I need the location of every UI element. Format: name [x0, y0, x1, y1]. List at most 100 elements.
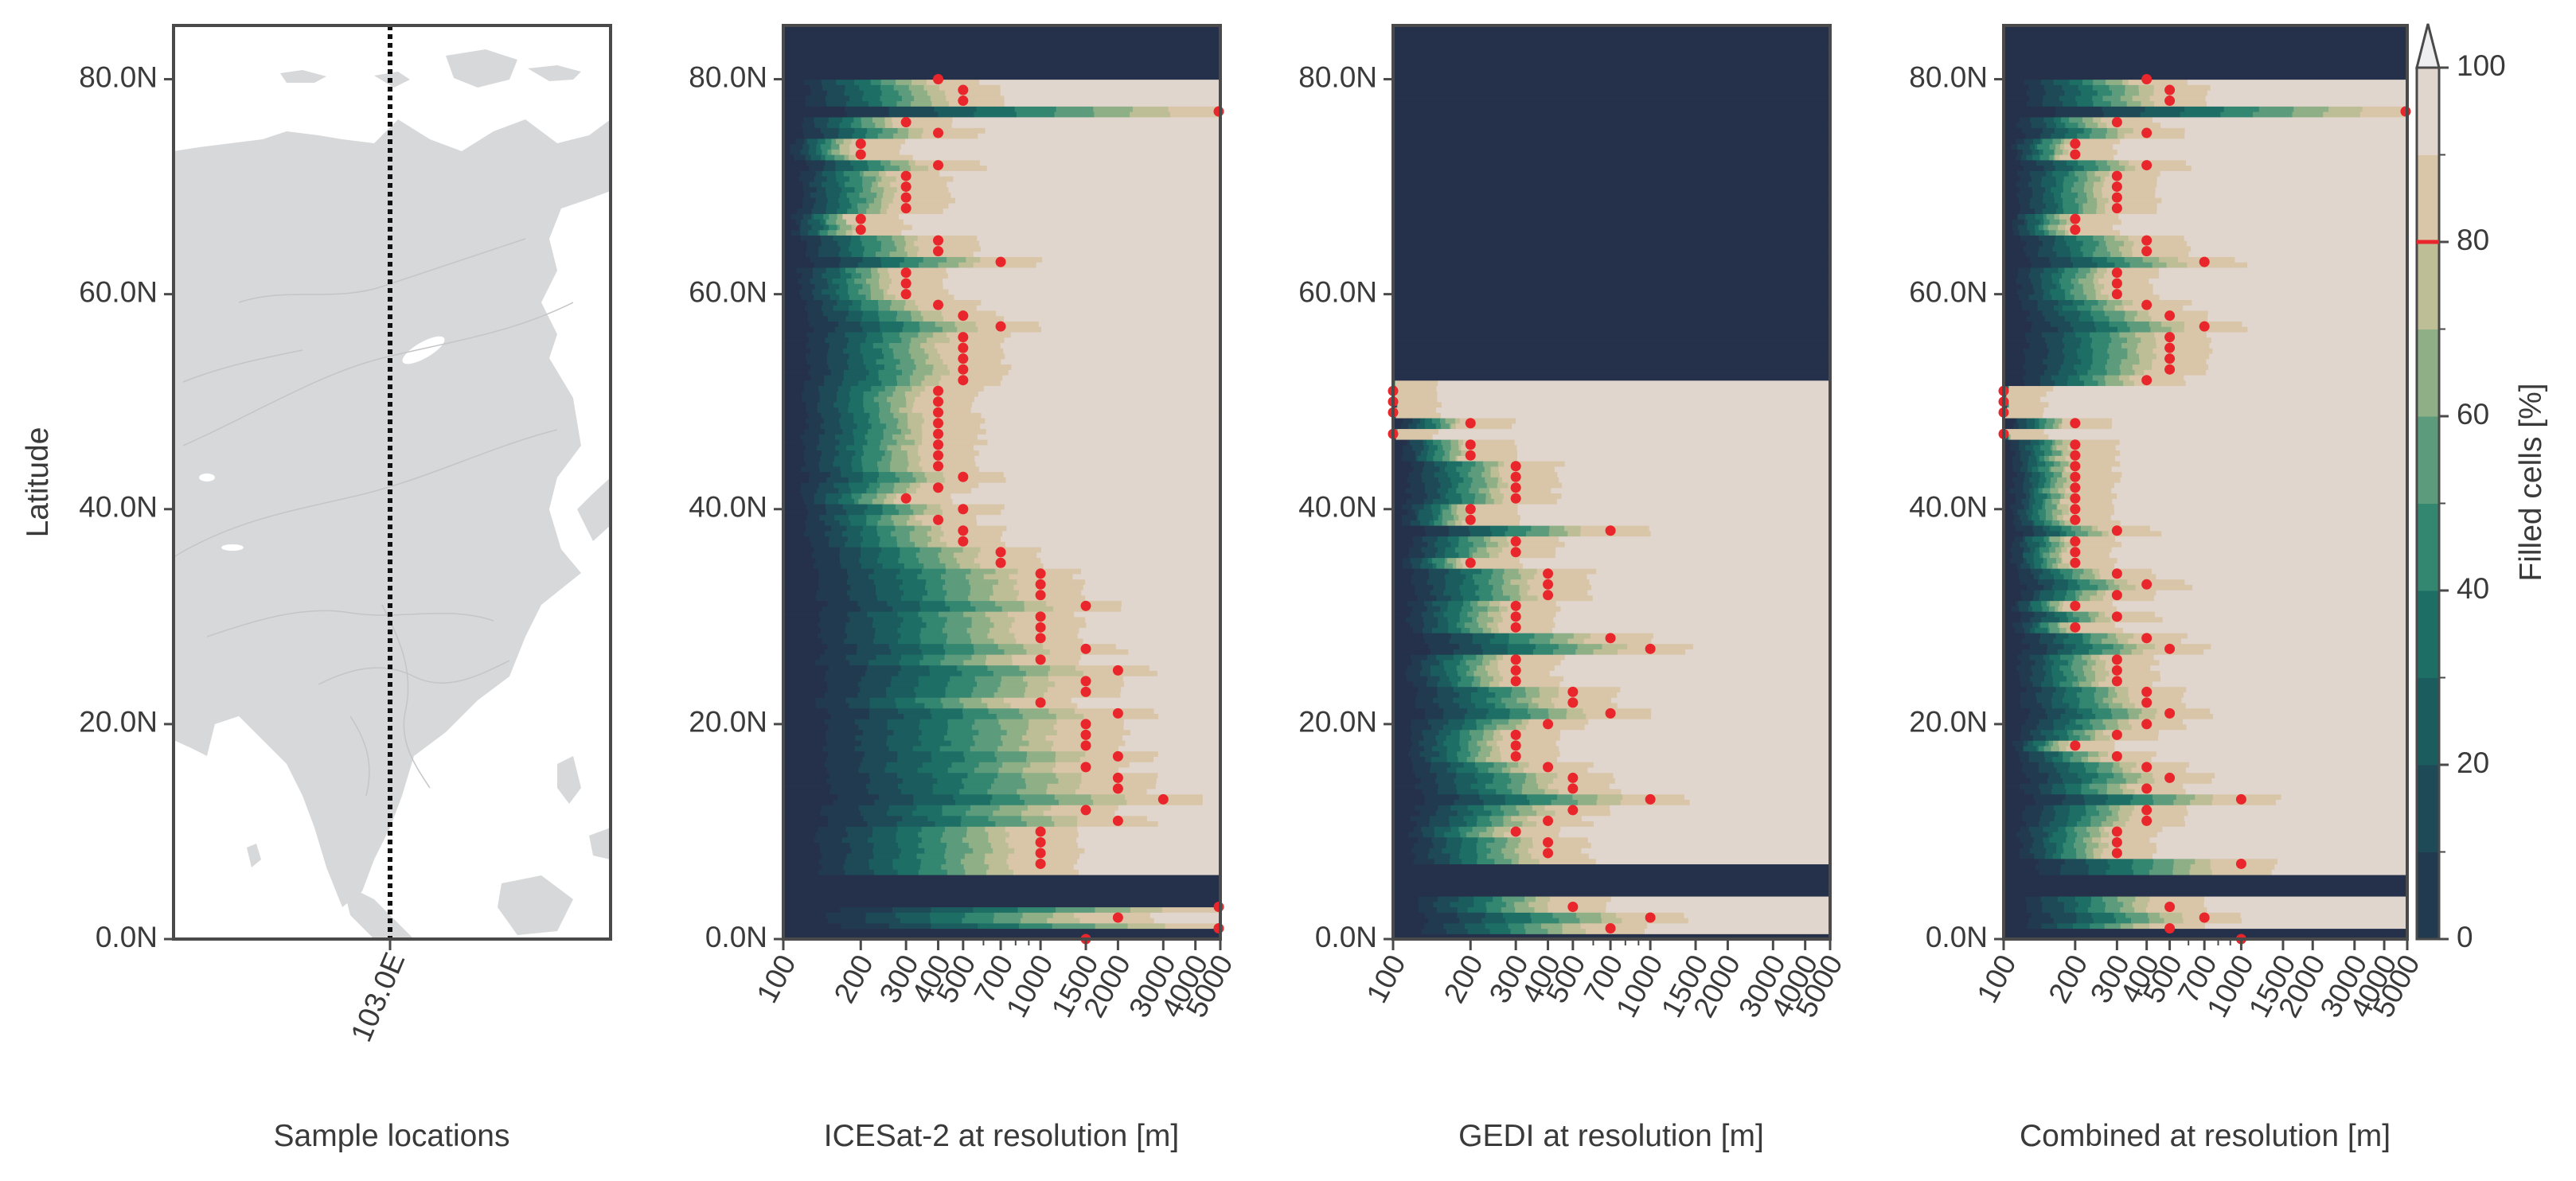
heat-cell	[1393, 858, 1414, 865]
heat-cell	[1515, 906, 1535, 913]
heat-cell	[2152, 364, 2209, 370]
heat-cell	[1056, 750, 1086, 757]
heat-cell	[2004, 477, 2013, 483]
heat-cell	[822, 637, 845, 645]
heat-cell	[855, 450, 865, 456]
heat-cell	[1586, 928, 1645, 934]
heat-cell	[2185, 159, 2407, 166]
heat-cell	[2053, 723, 2066, 731]
heat-cell	[2082, 590, 2098, 596]
heat-cell	[1442, 848, 1461, 854]
heat-cell	[1025, 783, 1048, 789]
threshold-point	[2235, 793, 2246, 805]
heat-cell	[1393, 143, 1830, 150]
heat-cell	[855, 224, 913, 231]
heat-cell	[2088, 756, 2101, 762]
heat-cell	[2025, 493, 2032, 499]
heat-cell	[868, 369, 879, 376]
heat-cell	[912, 471, 926, 477]
heat-cell	[1393, 471, 1410, 477]
heat-cell	[923, 84, 940, 91]
heat-cell	[2078, 702, 2099, 709]
heat-cell	[971, 692, 995, 698]
heat-cell	[2078, 353, 2093, 360]
heat-cell	[2105, 901, 2124, 908]
heat-cell	[1415, 852, 1429, 859]
heat-cell	[915, 487, 972, 494]
heat-cell	[1502, 547, 1556, 553]
heat-cell	[923, 563, 946, 569]
heat-cell	[1414, 805, 1438, 811]
heat-cell	[1413, 826, 1422, 832]
heat-cell	[828, 364, 849, 370]
heat-cell	[810, 90, 828, 96]
heat-cell	[1422, 729, 1439, 735]
heat-cell	[2106, 358, 2122, 365]
heat-cell	[2094, 692, 2109, 698]
heat-cell	[2120, 783, 2127, 789]
heat-cell	[909, 342, 921, 349]
heat-cell	[2077, 676, 2086, 682]
heat-cell	[814, 262, 840, 268]
heat-cell	[2153, 863, 2174, 870]
heat-cell	[1476, 842, 1487, 848]
heat-cell	[2098, 762, 2114, 768]
heat-cell	[1527, 707, 1549, 714]
heat-cell	[2028, 272, 2041, 279]
heat-cell	[1081, 590, 1220, 596]
heat-cell	[841, 836, 868, 844]
heat-cell	[914, 525, 932, 532]
heat-cell	[851, 235, 861, 241]
heat-cell	[2087, 530, 2102, 537]
heat-cell	[1496, 654, 1504, 661]
heat-cell	[2004, 826, 2021, 832]
heat-cell	[2004, 310, 2031, 317]
heat-cell	[1560, 659, 1830, 666]
heat-cell	[1458, 536, 1469, 542]
heat-cell	[783, 407, 806, 413]
heat-cell	[2060, 493, 2065, 499]
heat-cell	[835, 444, 847, 451]
heat-cell	[872, 831, 897, 838]
heat-cell	[878, 374, 897, 381]
heat-cell	[861, 541, 880, 548]
heat-cell	[1454, 417, 1461, 424]
colorbar-band	[2417, 503, 2439, 591]
heat-cell	[1446, 928, 1469, 934]
heat-cell	[850, 584, 876, 590]
heat-cell	[2043, 455, 2050, 462]
heat-cell	[1403, 417, 1413, 424]
heat-cell	[2137, 342, 2157, 349]
heat-cell	[2086, 192, 2094, 198]
heat-cell	[2020, 235, 2039, 241]
threshold-point	[1645, 912, 1656, 923]
heat-cell	[1411, 848, 1430, 854]
heat-cell	[858, 766, 885, 774]
heat-cell	[829, 471, 841, 477]
heat-cell	[1014, 848, 1085, 854]
heat-cell	[897, 756, 932, 762]
heat-cell	[851, 272, 862, 279]
heat-cell	[2212, 713, 2407, 719]
heat-cell	[839, 202, 852, 209]
heat-cell	[900, 149, 1220, 155]
heat-cell	[931, 756, 966, 762]
heat-cell	[1479, 594, 1494, 602]
heat-cell	[1459, 616, 1473, 623]
heat-cell	[944, 654, 972, 661]
heat-cell	[2004, 283, 2023, 290]
heat-cell	[907, 466, 923, 473]
heat-cell	[2094, 735, 2111, 741]
heat-cell	[1505, 901, 1515, 908]
heat-cell	[1393, 331, 1830, 338]
heat-cell	[803, 79, 822, 85]
heat-cell	[2152, 680, 2407, 688]
heat-cell	[1024, 692, 1044, 698]
heat-cell	[945, 649, 975, 655]
heat-cell	[809, 471, 831, 477]
threshold-point	[1112, 665, 1123, 676]
map-x-label: Sample locations	[274, 1119, 510, 1153]
heat-cell	[2016, 600, 2019, 606]
heat-cell	[1520, 836, 1533, 844]
heat-cell	[2004, 380, 2025, 387]
